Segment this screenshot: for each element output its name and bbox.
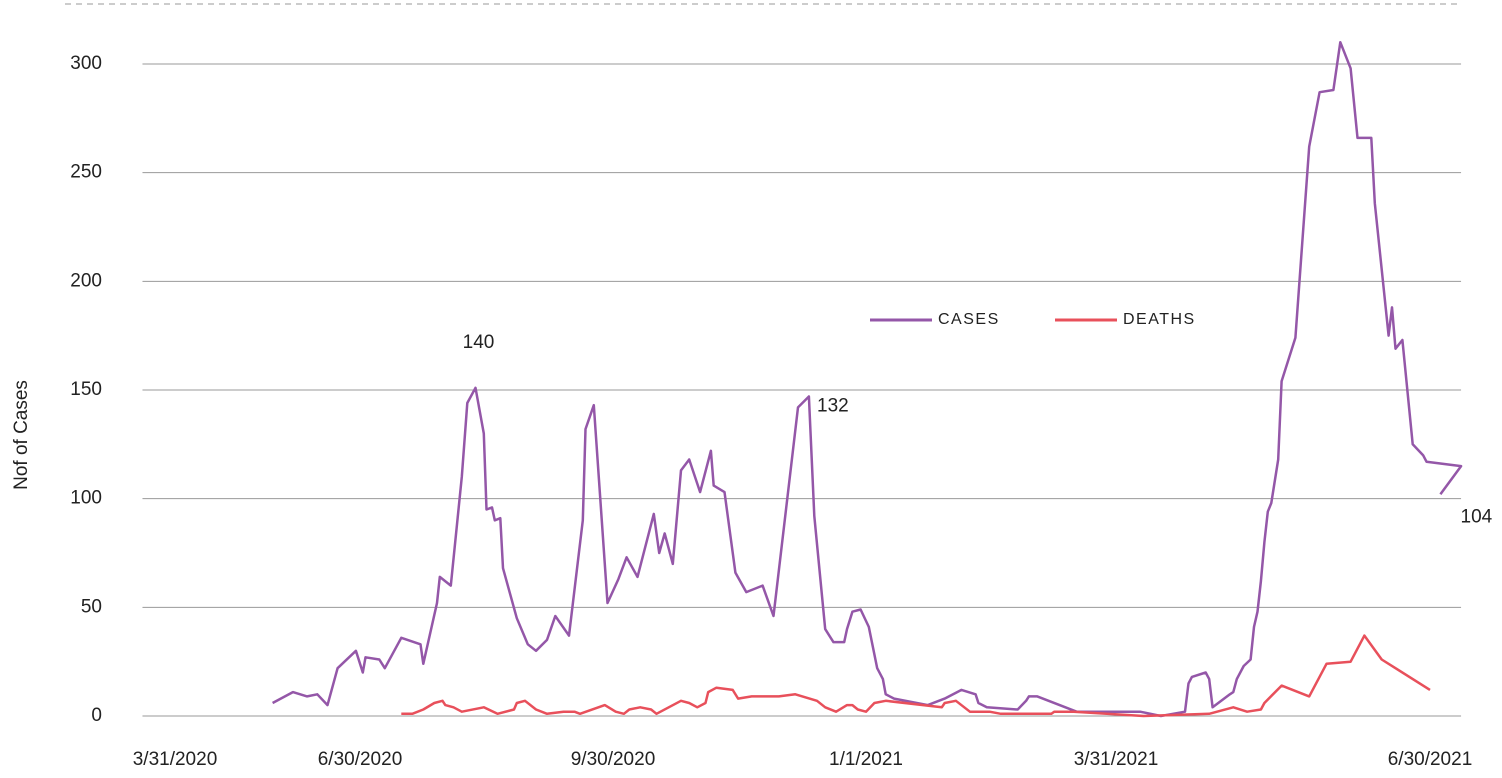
y-axis-label: Nof of Cases (11, 380, 32, 490)
x-tick-label: 9/30/2020 (571, 749, 656, 770)
x-tick-label: 1/1/2021 (829, 749, 903, 770)
annotation: 140 (463, 332, 495, 353)
legend-label: CASES (938, 311, 1000, 328)
y-tick-label: 150 (70, 379, 102, 400)
annotation: 132 (817, 396, 849, 417)
y-tick-label: 0 (91, 705, 102, 726)
x-tick-label: 3/31/2020 (133, 749, 218, 770)
legend-label: DEATHS (1123, 311, 1196, 328)
x-tick-label: 6/30/2021 (1388, 749, 1473, 770)
y-tick-label: 300 (70, 53, 102, 74)
y-tick-label: 100 (70, 488, 102, 509)
series-line (272, 40, 1463, 718)
y-tick-label: 250 (70, 162, 102, 183)
y-tick-label: 50 (81, 596, 102, 617)
y-tick-label: 200 (70, 270, 102, 291)
annotation: 104 (1461, 506, 1493, 527)
x-tick-label: 3/31/2021 (1074, 749, 1159, 770)
x-tick-label: 6/30/2020 (318, 749, 403, 770)
series-line (401, 634, 1431, 718)
